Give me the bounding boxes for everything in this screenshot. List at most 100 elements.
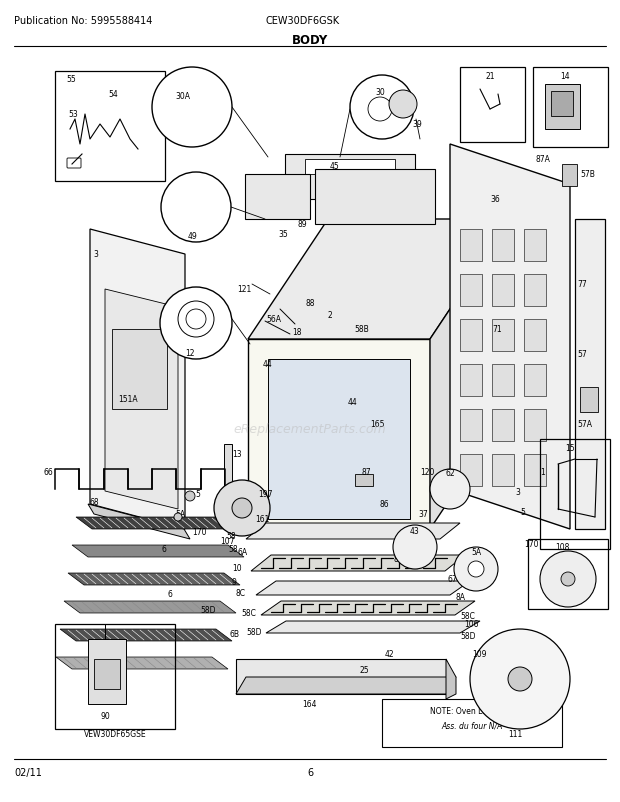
Text: 161: 161	[255, 514, 269, 524]
Text: 5A: 5A	[175, 509, 185, 518]
Text: 57A: 57A	[577, 419, 592, 428]
Bar	[88, 639, 126, 704]
Text: 56A: 56A	[266, 314, 281, 323]
Text: 6: 6	[307, 767, 313, 777]
Bar	[524, 365, 546, 396]
Text: 58D: 58D	[460, 631, 476, 640]
Polygon shape	[315, 170, 435, 225]
Bar	[460, 229, 482, 261]
Bar	[545, 85, 580, 130]
Text: 21: 21	[485, 72, 495, 81]
Text: 18: 18	[292, 327, 301, 337]
Text: 54: 54	[108, 90, 118, 99]
Polygon shape	[64, 602, 236, 614]
Text: eReplacementParts.com: eReplacementParts.com	[234, 423, 386, 436]
Bar	[533, 68, 608, 148]
Bar	[492, 274, 514, 306]
Text: Publication No: 5995588414: Publication No: 5995588414	[14, 16, 153, 26]
Bar	[112, 330, 167, 410]
Circle shape	[540, 551, 596, 607]
Circle shape	[393, 525, 437, 569]
Polygon shape	[256, 581, 470, 595]
Polygon shape	[251, 555, 465, 571]
Polygon shape	[56, 657, 228, 669]
Circle shape	[186, 310, 206, 330]
Text: 44: 44	[263, 359, 273, 369]
Polygon shape	[575, 220, 605, 529]
Text: 71: 71	[492, 325, 502, 334]
Bar	[528, 539, 608, 610]
Polygon shape	[236, 677, 456, 695]
Text: 37: 37	[418, 509, 428, 518]
Text: 3: 3	[515, 488, 520, 496]
Polygon shape	[88, 504, 190, 539]
Text: 89: 89	[298, 220, 308, 229]
Text: 58D: 58D	[246, 627, 262, 636]
Circle shape	[430, 469, 470, 509]
Text: 8A: 8A	[456, 592, 466, 602]
Text: 35: 35	[278, 229, 288, 239]
Text: 90: 90	[100, 711, 110, 720]
Bar	[460, 274, 482, 306]
Polygon shape	[450, 145, 570, 529]
Text: 02/11: 02/11	[14, 767, 42, 777]
Bar	[355, 475, 373, 486]
Text: 9: 9	[232, 577, 237, 586]
Text: 30: 30	[375, 88, 385, 97]
Text: 58: 58	[226, 532, 236, 541]
Text: CEW30DF6GSK: CEW30DF6GSK	[265, 16, 339, 26]
Text: 39: 39	[412, 119, 422, 129]
Text: 2: 2	[327, 310, 332, 320]
Text: 67: 67	[448, 574, 458, 583]
Text: 151A: 151A	[118, 395, 138, 403]
Text: 87: 87	[362, 468, 371, 476]
Text: 55: 55	[66, 75, 76, 84]
Polygon shape	[266, 622, 480, 634]
Bar	[492, 410, 514, 441]
Circle shape	[468, 561, 484, 577]
Polygon shape	[430, 220, 510, 529]
Bar	[492, 455, 514, 486]
Text: 170: 170	[192, 528, 206, 537]
Polygon shape	[245, 175, 310, 220]
Text: 170: 170	[524, 539, 539, 549]
Polygon shape	[248, 339, 430, 529]
Text: 164: 164	[302, 699, 316, 708]
Text: 42: 42	[385, 649, 394, 658]
Text: 6: 6	[168, 589, 173, 598]
Text: 88: 88	[306, 298, 316, 308]
Circle shape	[232, 498, 252, 518]
Polygon shape	[90, 229, 185, 529]
Text: 58C: 58C	[241, 608, 256, 618]
Text: 6: 6	[162, 545, 167, 553]
Bar	[382, 699, 562, 747]
Text: 151: 151	[430, 489, 445, 498]
Text: 107: 107	[220, 537, 234, 545]
Bar	[224, 444, 232, 514]
Text: 3: 3	[93, 249, 98, 259]
Circle shape	[174, 513, 182, 521]
Text: 13: 13	[232, 449, 242, 459]
Circle shape	[152, 68, 232, 148]
Text: 109: 109	[472, 649, 487, 658]
Polygon shape	[446, 659, 456, 699]
Bar	[460, 455, 482, 486]
Bar	[460, 365, 482, 396]
Polygon shape	[246, 524, 460, 539]
Text: 62: 62	[445, 468, 455, 477]
Text: 6B: 6B	[230, 630, 240, 638]
Text: 86: 86	[380, 500, 389, 508]
Bar	[492, 229, 514, 261]
Text: BODY: BODY	[292, 34, 328, 47]
Circle shape	[160, 288, 232, 359]
Polygon shape	[305, 160, 395, 175]
Bar	[524, 320, 546, 351]
Bar	[524, 229, 546, 261]
Polygon shape	[76, 517, 248, 529]
Circle shape	[161, 172, 231, 243]
Circle shape	[470, 630, 570, 729]
Bar	[236, 659, 446, 695]
Text: 165: 165	[370, 419, 384, 428]
Polygon shape	[285, 155, 415, 200]
Text: 49: 49	[188, 232, 198, 241]
